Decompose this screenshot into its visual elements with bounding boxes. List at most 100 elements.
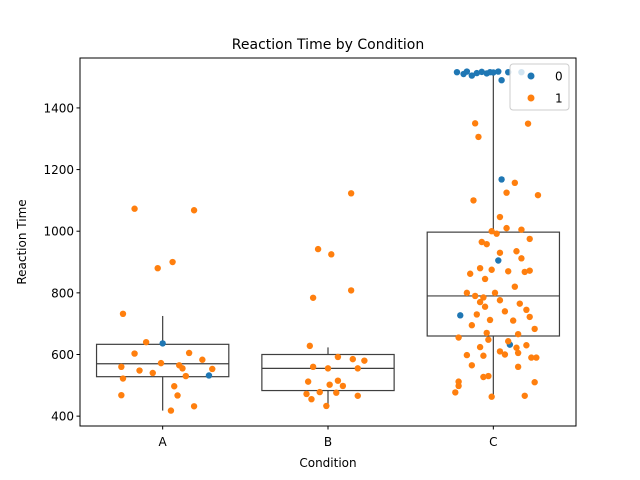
data-point bbox=[333, 389, 340, 396]
data-point bbox=[468, 322, 476, 329]
data-point bbox=[466, 270, 474, 277]
data-point bbox=[498, 176, 505, 183]
data-point bbox=[513, 344, 520, 351]
y-tick-label: 1400 bbox=[43, 101, 74, 115]
data-point bbox=[534, 191, 542, 199]
data-point bbox=[171, 383, 178, 390]
data-point bbox=[205, 372, 213, 379]
data-point bbox=[523, 342, 530, 349]
data-point bbox=[498, 76, 505, 84]
data-point bbox=[455, 334, 462, 341]
data-point bbox=[533, 354, 540, 361]
data-point bbox=[514, 330, 522, 338]
data-point bbox=[328, 251, 335, 258]
data-point bbox=[488, 266, 495, 273]
legend-label: 0 bbox=[555, 70, 563, 84]
data-point bbox=[119, 375, 127, 382]
data-point bbox=[513, 248, 520, 255]
data-point bbox=[354, 365, 361, 372]
series-0 bbox=[159, 68, 525, 379]
legend-marker bbox=[527, 72, 535, 80]
legend-marker bbox=[527, 94, 535, 102]
data-point bbox=[485, 372, 492, 380]
data-point bbox=[486, 316, 494, 324]
data-point bbox=[495, 68, 502, 75]
data-point bbox=[514, 363, 522, 371]
y-axis-label: Reaction Time bbox=[15, 199, 29, 284]
data-point bbox=[470, 197, 477, 204]
data-point bbox=[347, 287, 355, 294]
series-1 bbox=[118, 120, 542, 414]
data-point bbox=[514, 349, 522, 357]
data-point bbox=[309, 363, 317, 371]
data-point bbox=[518, 226, 525, 233]
data-point bbox=[473, 311, 480, 318]
data-point bbox=[157, 359, 165, 367]
chart-title: Reaction Time by Condition bbox=[232, 37, 424, 53]
data-point bbox=[523, 306, 530, 314]
data-point bbox=[488, 228, 495, 235]
data-point bbox=[468, 362, 476, 369]
data-point bbox=[480, 294, 487, 301]
data-point bbox=[496, 348, 504, 355]
data-point bbox=[471, 292, 479, 300]
data-point bbox=[457, 312, 464, 319]
data-point bbox=[334, 353, 342, 361]
data-point bbox=[496, 213, 504, 221]
data-point bbox=[159, 340, 166, 347]
data-point bbox=[526, 235, 533, 243]
data-point bbox=[468, 72, 476, 79]
data-point bbox=[314, 245, 322, 253]
data-point bbox=[511, 283, 519, 290]
data-point bbox=[496, 297, 504, 304]
data-point bbox=[531, 379, 538, 386]
data-point bbox=[526, 313, 533, 321]
data-point bbox=[501, 351, 509, 358]
data-point bbox=[478, 68, 485, 76]
data-point bbox=[488, 393, 495, 400]
data-point bbox=[455, 382, 462, 390]
data-point bbox=[463, 68, 471, 75]
data-point bbox=[209, 365, 216, 373]
box-C bbox=[426, 72, 561, 398]
x-tick-label: C bbox=[489, 435, 497, 449]
data-point bbox=[118, 363, 125, 371]
data-point bbox=[452, 389, 459, 396]
legend: 01 bbox=[509, 63, 570, 111]
data-point bbox=[119, 310, 127, 318]
data-point bbox=[167, 407, 175, 414]
data-point bbox=[505, 268, 512, 275]
data-point bbox=[354, 392, 361, 399]
data-point bbox=[521, 268, 528, 276]
data-point bbox=[303, 390, 310, 398]
data-point bbox=[154, 264, 161, 272]
data-point bbox=[463, 351, 471, 359]
points-layer bbox=[118, 68, 542, 414]
x-axis-label: Condition bbox=[299, 456, 356, 470]
data-point bbox=[516, 300, 523, 307]
iqr-box bbox=[261, 353, 395, 392]
data-point bbox=[308, 395, 315, 403]
y-tick-label: 800 bbox=[51, 286, 74, 300]
data-point bbox=[118, 391, 125, 399]
data-point bbox=[174, 392, 181, 399]
data-point bbox=[501, 308, 509, 315]
data-point bbox=[324, 365, 332, 372]
data-point bbox=[463, 289, 471, 297]
data-point bbox=[476, 298, 484, 306]
data-point bbox=[179, 365, 186, 372]
data-point bbox=[131, 205, 138, 212]
data-point bbox=[304, 378, 312, 385]
data-point bbox=[511, 179, 519, 187]
data-point bbox=[503, 189, 510, 196]
data-point bbox=[491, 289, 499, 297]
axes-layer: 400 600 800 1000 1200 1400 A B C bbox=[43, 101, 497, 449]
data-point bbox=[495, 257, 502, 264]
data-point bbox=[473, 69, 480, 77]
data-point bbox=[185, 349, 193, 357]
x-tick-label: B bbox=[324, 435, 332, 449]
data-point bbox=[339, 382, 347, 390]
data-point bbox=[483, 329, 490, 337]
y-tick-label: 1000 bbox=[43, 225, 74, 239]
data-point bbox=[349, 355, 356, 363]
